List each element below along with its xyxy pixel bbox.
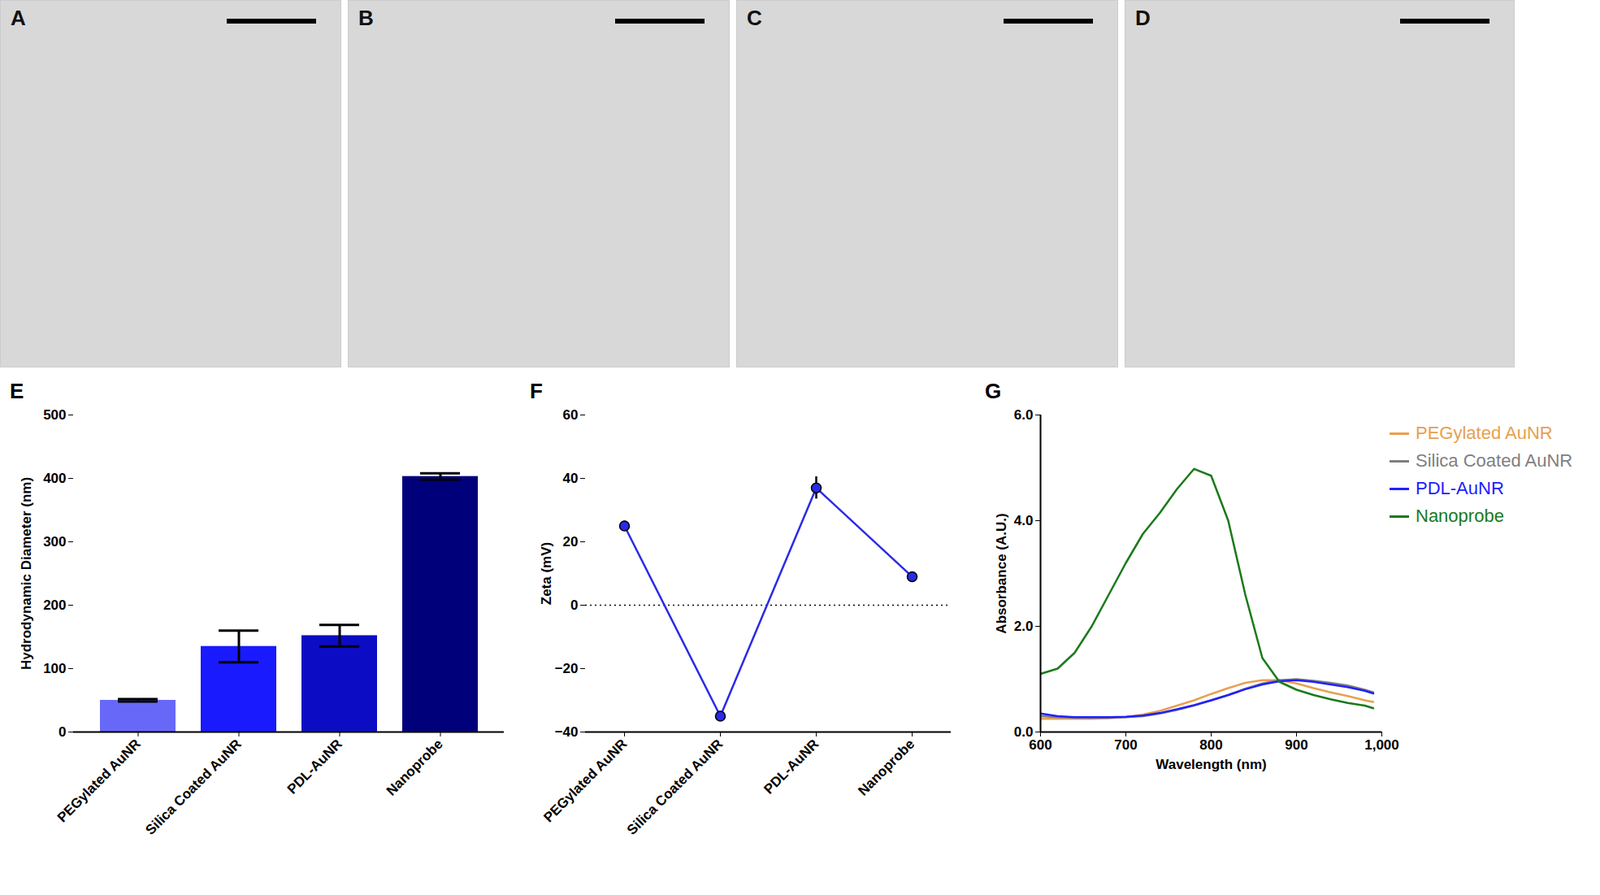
- html-text:PEGylated AuNR: PEGylated AuNR: [1415, 422, 1553, 443]
- svg-text:1,000: 1,000: [1364, 737, 1400, 753]
- html-text:Silica Coated AuNR: Silica Coated AuNR: [1415, 450, 1573, 471]
- svg-text:700: 700: [1114, 737, 1137, 753]
- html-text:E: E: [9, 378, 24, 404]
- svg-text:−40: −40: [555, 724, 579, 740]
- svg-text:500: 500: [43, 407, 66, 423]
- svg-text:Hydrodynamic Diameter (nm): Hydrodynamic Diameter (nm): [18, 476, 35, 670]
- svg-text:900: 900: [1284, 737, 1308, 753]
- svg-text:0: 0: [58, 724, 66, 740]
- svg-text:Silica Coated AuNR: Silica Coated AuNR: [142, 736, 244, 838]
- html-text:C: C: [746, 5, 763, 31]
- html-text:G: G: [984, 378, 1002, 404]
- svg-text:600: 600: [1028, 737, 1052, 753]
- svg-text:Nanoprobe: Nanoprobe: [383, 736, 447, 799]
- svg-text:0.0: 0.0: [1014, 723, 1034, 740]
- html-text:A: A: [10, 5, 26, 31]
- svg-text:2.0: 2.0: [1014, 618, 1034, 634]
- svg-text:60: 60: [563, 407, 579, 423]
- svg-text:Wavelength (nm): Wavelength (nm): [1155, 756, 1267, 772]
- html-text:F: F: [529, 378, 543, 404]
- svg-text:300: 300: [43, 533, 66, 550]
- svg-text:200: 200: [43, 597, 66, 613]
- svg-text:40: 40: [563, 470, 579, 486]
- svg-text:4.0: 4.0: [1014, 512, 1034, 529]
- html-text:Nanoprobe: Nanoprobe: [1415, 505, 1505, 526]
- svg-text:PDL-AuNR: PDL-AuNR: [760, 736, 822, 798]
- svg-text:0: 0: [570, 597, 578, 613]
- svg-text:100: 100: [43, 660, 66, 677]
- html-text:B: B: [358, 5, 374, 31]
- svg-text:800: 800: [1199, 737, 1223, 753]
- svg-text:PEGylated AuNR: PEGylated AuNR: [54, 736, 144, 826]
- svg-text:Silica Coated AuNR: Silica Coated AuNR: [624, 736, 726, 838]
- svg-text:PDL-AuNR: PDL-AuNR: [284, 736, 346, 798]
- html-text:PDL-AuNR: PDL-AuNR: [1415, 477, 1504, 499]
- svg-text:400: 400: [43, 470, 66, 486]
- svg-text:PEGylated AuNR: PEGylated AuNR: [540, 736, 630, 826]
- svg-text:20: 20: [563, 533, 579, 550]
- svg-text:6.0: 6.0: [1014, 407, 1034, 423]
- svg-text:Absorbance (A.U.): Absorbance (A.U.): [993, 512, 1010, 634]
- svg-text:Nanoprobe: Nanoprobe: [854, 736, 918, 799]
- svg-text:Zeta (mV): Zeta (mV): [538, 542, 555, 605]
- svg-text:−20: −20: [555, 660, 579, 677]
- html-text:D: D: [1135, 5, 1151, 31]
